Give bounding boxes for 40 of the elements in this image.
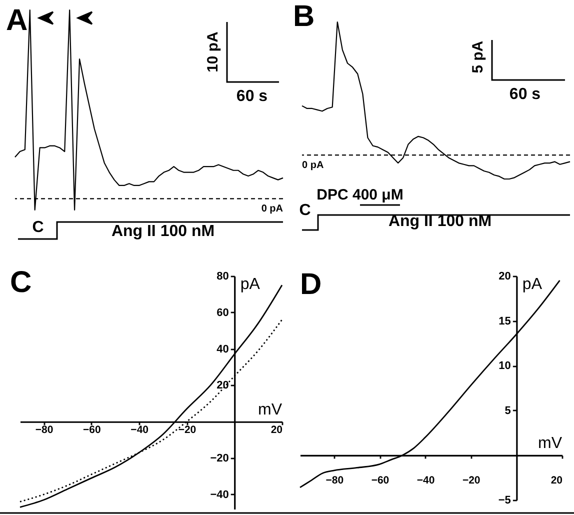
- x-tick-label: −40: [416, 474, 435, 487]
- chart-title: B: [293, 0, 315, 33]
- text: Ang II 100 nM: [111, 223, 215, 241]
- chart-title: D: [300, 268, 322, 301]
- ref-line-label: 0 pA: [261, 204, 283, 215]
- y-tick-label: 10: [498, 360, 511, 372]
- x-tick-label: −20: [462, 474, 480, 487]
- y-tick-label: 20: [498, 270, 511, 282]
- y-tick-label: 60: [216, 306, 229, 319]
- annotation: 60 s: [509, 86, 541, 104]
- x-axis-title: mV: [538, 435, 562, 452]
- annotation: 5 pA: [470, 40, 486, 74]
- y-axis-title: pA: [240, 276, 260, 293]
- ref-line-label: 0 pA: [302, 160, 324, 172]
- x-tick-label: −60: [371, 474, 390, 487]
- chart-title: A: [6, 4, 28, 37]
- y-tick-label: −20: [210, 452, 229, 465]
- x-tick-label: 20: [550, 474, 563, 487]
- annotation: 60 s: [236, 88, 268, 106]
- text: C: [299, 202, 311, 220]
- y-tick-label: −40: [210, 488, 229, 501]
- text: Ang II 100 nM: [388, 213, 492, 231]
- x-axis-title: mV: [258, 402, 282, 419]
- annotation: 10 pA: [204, 32, 222, 72]
- x-tick-label: −20: [178, 424, 196, 436]
- y-tick-label: 80: [216, 270, 229, 282]
- y-tick-label: −5: [498, 494, 511, 506]
- x-tick-label: 20: [270, 424, 283, 436]
- x-tick-label: −60: [83, 424, 102, 436]
- chart-title: C: [10, 266, 32, 299]
- text: C: [32, 219, 44, 237]
- y-axis-title: pA: [522, 276, 542, 293]
- x-tick-label: −40: [130, 424, 149, 436]
- y-tick-label: 20: [216, 380, 229, 392]
- x-tick-label: −80: [35, 424, 54, 436]
- y-tick-label: 5: [504, 404, 511, 417]
- text: DPC 400 μM: [316, 186, 404, 204]
- x-tick-label: −80: [326, 474, 344, 487]
- y-tick-label: 15: [498, 315, 511, 328]
- y-tick-label: 40: [216, 343, 229, 356]
